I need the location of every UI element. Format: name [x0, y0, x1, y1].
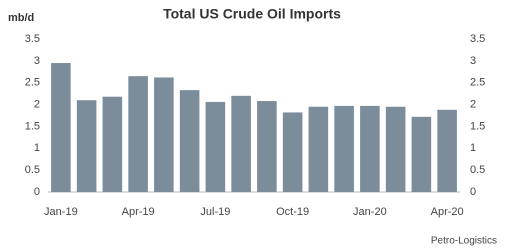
chart-title: Total US Crude Oil Imports — [163, 6, 341, 22]
bar — [51, 63, 71, 192]
bar — [360, 105, 380, 192]
bar — [154, 77, 174, 192]
y2-tick-label: 3.5 — [470, 33, 485, 45]
y2-tick-label: 1.5 — [470, 120, 485, 132]
y-tick-label: 0.5 — [25, 164, 40, 176]
x-tick-label: Jan-19 — [44, 206, 78, 218]
y-tick-label: 0 — [34, 186, 40, 198]
y2-tick-label: 0.5 — [470, 164, 485, 176]
y2-tick-label: 0 — [470, 186, 476, 198]
y-tick-label: 3 — [34, 55, 40, 67]
bar — [411, 116, 432, 192]
x-tick-label: Jul-19 — [200, 206, 230, 218]
y-tick-label: 3.5 — [25, 33, 40, 45]
source: Petro-Logistics — [431, 236, 497, 247]
y2-tick-label: 1 — [470, 142, 476, 154]
y-tick-label: 1 — [34, 142, 40, 154]
y-axis-label: mb/d — [8, 12, 34, 24]
y2-tick-label: 2 — [470, 98, 476, 110]
bar — [257, 101, 277, 192]
y-tick-label: 2.5 — [25, 77, 40, 89]
bar — [231, 95, 251, 192]
x-tick-label: Apr-19 — [122, 206, 155, 218]
x-tick-label: Apr-20 — [431, 206, 464, 218]
bar — [102, 96, 123, 192]
bar — [385, 106, 406, 192]
bar — [437, 109, 457, 192]
y2-tick-label: 3 — [470, 55, 476, 67]
bar — [205, 101, 226, 192]
y-tick-label: 1.5 — [25, 120, 40, 132]
bar — [282, 112, 303, 192]
x-tick-label: Jan-20 — [353, 206, 387, 218]
bar — [308, 106, 329, 192]
y-tick-label: 2 — [34, 98, 40, 110]
bar — [128, 76, 148, 192]
bar — [179, 90, 200, 192]
y2-tick-label: 2.5 — [470, 77, 485, 89]
x-tick-label: Oct-19 — [276, 206, 309, 218]
bar — [334, 105, 354, 192]
bar — [76, 100, 97, 192]
